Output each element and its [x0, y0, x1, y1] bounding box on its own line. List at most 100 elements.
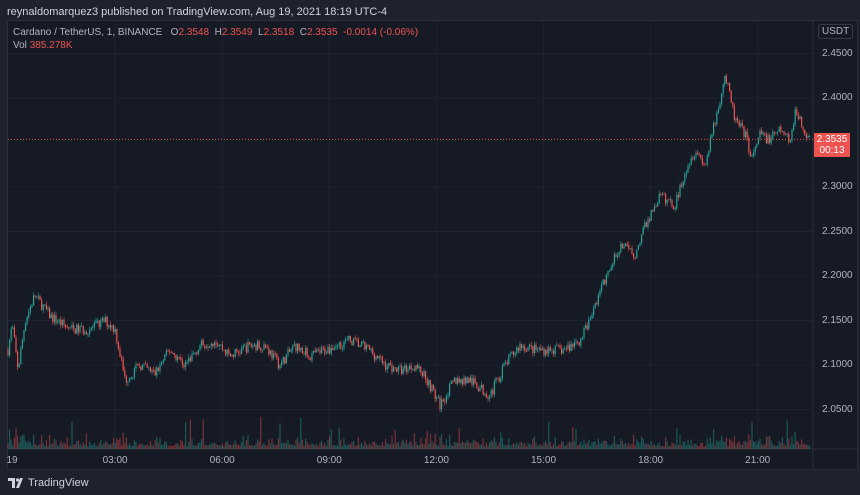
candle-body	[260, 347, 262, 351]
logo-text: TradingView	[28, 477, 89, 489]
candle-body	[37, 295, 39, 297]
candle-body	[122, 358, 124, 371]
volume-bar	[621, 441, 623, 449]
chart-frame[interactable]	[7, 20, 858, 470]
tradingview-logo[interactable]: TradingView	[8, 477, 89, 489]
candle-body	[93, 322, 95, 328]
candle-body	[162, 360, 164, 363]
volume-bar	[378, 445, 380, 449]
volume-bar	[249, 445, 251, 449]
volume-bar	[705, 445, 707, 449]
candle-body	[639, 243, 641, 246]
candle-body	[516, 347, 518, 354]
candle-body	[773, 132, 775, 134]
candle-body	[159, 364, 161, 372]
volume-bar	[340, 439, 342, 449]
volume-bar	[466, 439, 468, 449]
candle-body	[697, 153, 699, 155]
volume-bar	[295, 439, 297, 449]
volume-bar	[210, 443, 212, 449]
candle-body	[711, 134, 713, 138]
volume-bar	[578, 443, 580, 449]
volume-bar	[156, 437, 158, 449]
volume-bar	[591, 442, 593, 449]
candle-body	[756, 143, 758, 147]
volume-bar	[599, 443, 601, 449]
price-tick: 2.1000	[822, 359, 853, 370]
volume-bar	[175, 443, 177, 449]
candle-body	[729, 83, 731, 92]
volume-bar	[242, 435, 244, 449]
candle-body	[313, 350, 315, 353]
volume-bar	[708, 443, 710, 449]
candle-body	[73, 324, 75, 329]
candle-body	[143, 363, 145, 365]
volume-bar	[674, 445, 676, 449]
volume-bar	[727, 445, 729, 449]
candle-body	[737, 118, 739, 122]
volume-bar	[804, 443, 806, 449]
volume-bar	[167, 445, 169, 449]
volume-bar	[103, 442, 105, 449]
volume-bar	[252, 445, 254, 449]
volume-bar	[729, 438, 731, 449]
candle-body	[450, 381, 452, 384]
candle-body	[372, 348, 374, 354]
volume-bar	[433, 443, 435, 449]
volume-bar	[716, 440, 718, 449]
volume-bar	[185, 422, 187, 449]
volume-bar	[178, 445, 180, 449]
candle-body	[621, 243, 623, 248]
candle-body	[805, 134, 807, 139]
candle-body	[546, 349, 548, 354]
candle-body	[140, 366, 142, 371]
volume-bar	[553, 444, 555, 449]
candle-body	[106, 316, 108, 327]
candle-body	[629, 248, 631, 250]
volume-bar	[697, 445, 699, 449]
candle-body	[404, 365, 406, 369]
candle-body	[244, 345, 246, 347]
volume-bar	[322, 445, 324, 449]
currency-button[interactable]: USDT	[818, 24, 854, 39]
volume-bar	[772, 443, 774, 449]
volume-bar	[445, 439, 447, 449]
volume-bar	[343, 438, 345, 449]
candle-body	[47, 308, 49, 310]
volume-bar	[231, 445, 233, 449]
volume-bar	[725, 437, 727, 449]
volume-bar	[506, 444, 508, 449]
candle-body	[263, 344, 265, 350]
candle-body	[175, 354, 177, 361]
candle-body	[330, 348, 332, 354]
candle-body	[759, 130, 761, 138]
candle-body	[370, 348, 372, 350]
candle-body	[484, 393, 486, 395]
candle-body	[671, 199, 673, 207]
time-tick: 15:00	[530, 455, 557, 466]
volume-bar	[127, 445, 129, 449]
price-tick: 2.4000	[822, 92, 853, 103]
candle-body	[271, 350, 273, 359]
symbol-title[interactable]: Cardano / TetherUS, 1, BINANCE	[13, 27, 163, 38]
volume-bar	[349, 444, 351, 449]
volume-bar	[759, 438, 761, 449]
candle-body	[441, 399, 443, 410]
volume-bar	[469, 443, 471, 449]
candle-body	[393, 367, 395, 373]
volume-bar	[362, 445, 364, 449]
volume-bar	[780, 442, 782, 449]
volume-bar	[778, 441, 780, 449]
candle-body	[527, 347, 529, 352]
volume-bar	[85, 433, 87, 449]
price-tick: 2.0500	[822, 403, 853, 415]
candle-body	[549, 347, 551, 351]
volume-bar	[375, 443, 377, 449]
volume-bar	[625, 442, 627, 449]
volume-bar	[55, 440, 57, 449]
volume-bar	[396, 443, 398, 449]
volume-bar	[745, 440, 747, 449]
candle-body	[553, 350, 555, 354]
candle-body	[165, 350, 167, 356]
